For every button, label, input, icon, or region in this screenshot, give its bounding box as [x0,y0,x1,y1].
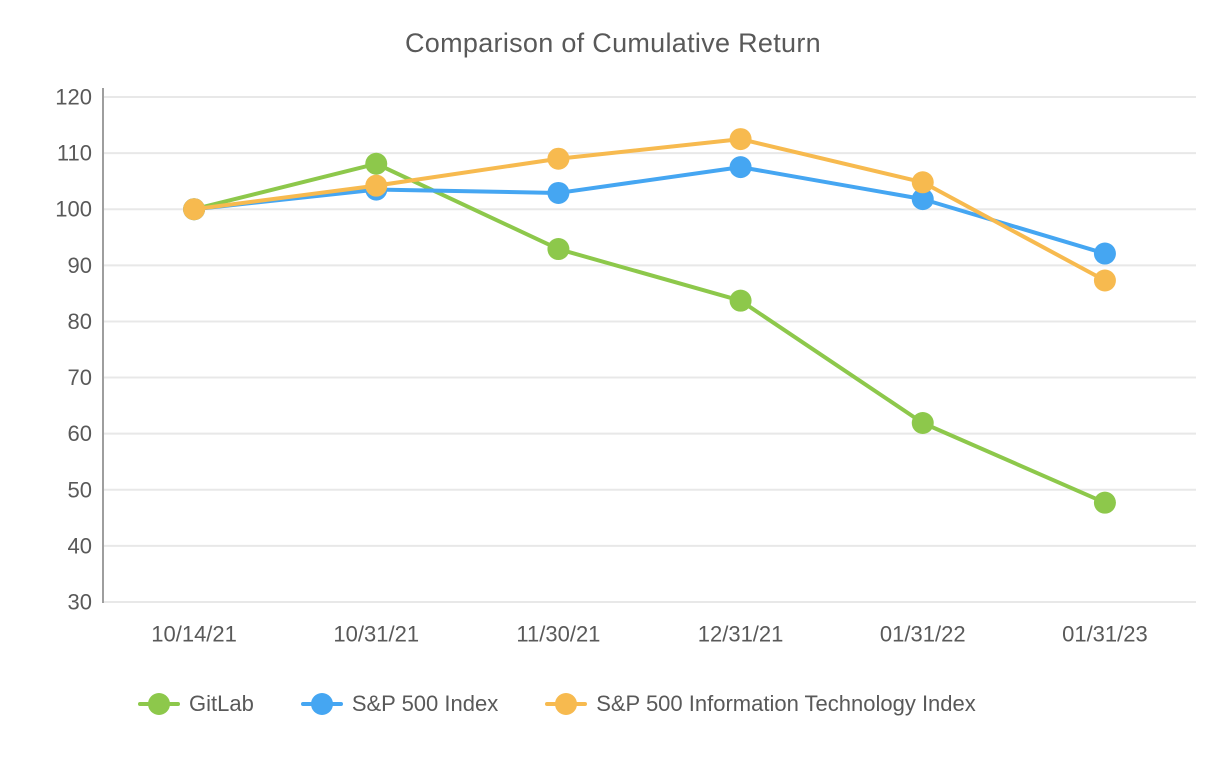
data-point-gitlab-4 [911,412,934,435]
x-tick-label: 10/14/21 [151,622,237,647]
legend-item-sp500: S&P 500 Index [300,691,499,717]
data-point-gitlab-3 [729,289,752,312]
y-tick-label: 70 [68,365,92,390]
chart-title: Comparison of Cumulative Return [405,28,821,58]
legend-marker-sp500-icon [300,691,343,717]
legend-dot-swatch [148,693,170,715]
legend-label-gitlab: GitLab [189,691,254,716]
y-tick-label: 30 [68,590,92,615]
data-point-gitlab-2 [547,238,570,261]
x-tick-label: 11/30/21 [516,622,600,647]
legend-label-sp500-it: S&P 500 Information Technology Index [596,691,976,716]
y-tick-label: 90 [68,253,92,278]
legend-label-sp500: S&P 500 Index [351,691,499,716]
chart-legend: GitLab S&P 500 Index S&P 500 Information… [138,691,976,717]
data-point-s-p-500-information-technology-index-2 [547,147,570,170]
data-point-s-p-500-index-3 [729,156,752,179]
data-point-s-p-500-index-2 [547,181,570,204]
data-point-s-p-500-information-technology-index-3 [729,128,752,151]
data-point-s-p-500-information-technology-index-0 [183,198,206,221]
data-point-s-p-500-information-technology-index-5 [1093,269,1116,292]
x-tick-label: 12/31/21 [698,622,784,647]
y-tick-label: 80 [68,309,92,334]
data-point-gitlab-1 [365,152,388,175]
series-line-s-p-500-index [192,165,1107,256]
data-point-s-p-500-information-technology-index-1 [365,174,388,197]
legend-item-gitlab: GitLab [138,691,254,717]
series-line-s-p-500-information-technology-index [192,137,1107,283]
data-point-s-p-500-information-technology-index-4 [911,171,934,194]
data-point-s-p-500-index-5 [1093,242,1116,265]
y-tick-label: 50 [68,477,92,502]
legend-item-sp500-it: S&P 500 Information Technology Index [545,691,976,717]
y-tick-label: 100 [55,197,92,222]
data-point-s-p-500-index-4 [911,188,934,211]
x-tick-label: 10/31/21 [333,622,419,647]
series-line-gitlab [192,161,1107,505]
legend-marker-gitlab-icon [138,691,180,717]
legend-dot-swatch [310,693,333,715]
legend-marker-sp500-it-icon [545,691,588,717]
y-tick-label: 40 [68,533,92,558]
y-tick-label: 110 [57,141,92,166]
x-tick-label: 01/31/23 [1062,622,1148,647]
data-point-gitlab-5 [1093,491,1116,514]
y-tick-label: 120 [55,85,92,110]
x-tick-label: 01/31/22 [880,622,966,647]
y-tick-label: 60 [68,421,92,446]
legend-dot-swatch [555,693,578,715]
